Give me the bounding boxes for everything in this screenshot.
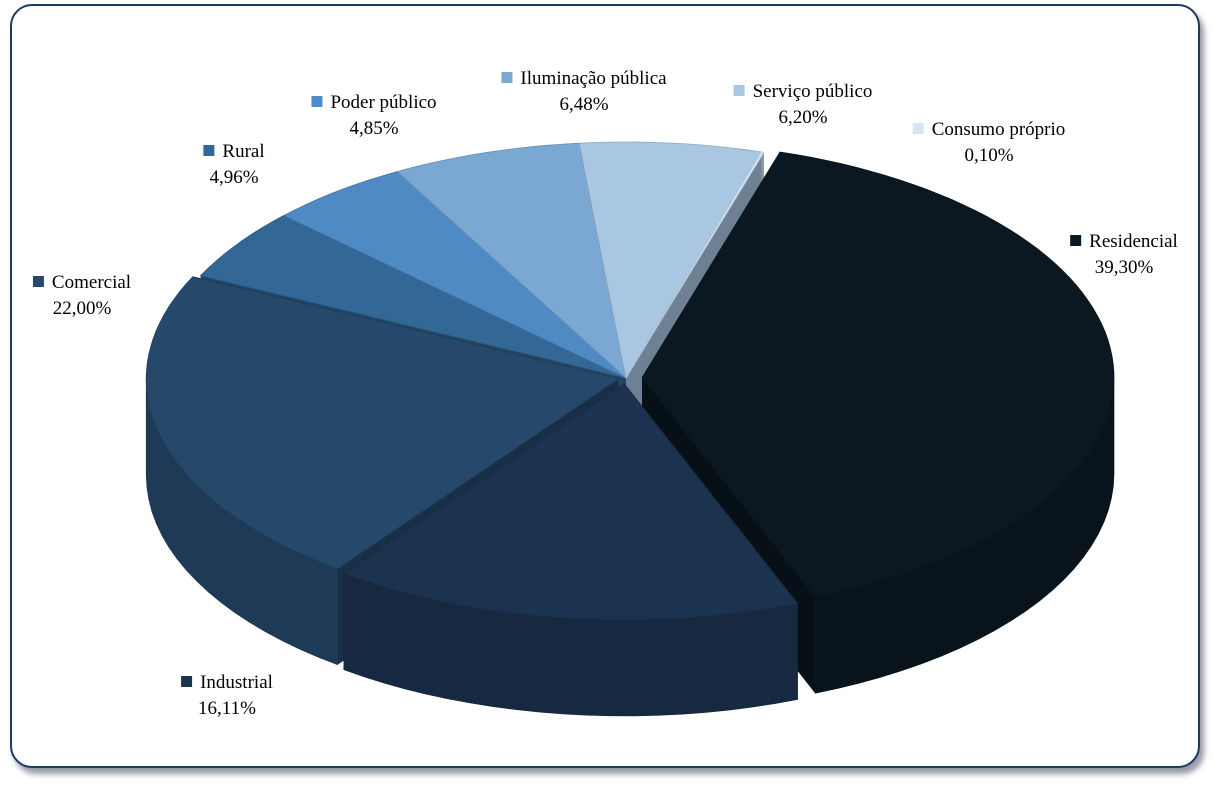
pie-slice-servico-publico: [578, 141, 762, 380]
slice-label-consumo-proprio: Consumo próprio 0,10%: [912, 117, 1065, 169]
legend-swatch-comercial: [32, 276, 44, 287]
slice-label-servico-publico: Serviço público 6,20%: [733, 79, 872, 131]
legend-swatch-servico-publico: [733, 85, 745, 96]
slice-label-poder-publico: Poder público 4,85%: [311, 90, 437, 142]
pie-slice-consumo-proprio: [625, 151, 765, 379]
slice-label-residencial: Residencial 39,30%: [1070, 229, 1178, 281]
pie-slice-residencial: [641, 151, 1115, 598]
legend-swatch-poder-publico: [311, 96, 323, 107]
pie-slice-industrial: [342, 383, 799, 621]
pie-top-faces: [145, 141, 1115, 621]
pie-slice-iluminacao-publica: [396, 142, 627, 380]
legend-swatch-rural: [203, 145, 215, 156]
legend-swatch-industrial: [181, 676, 193, 687]
legend-swatch-residencial: [1070, 235, 1082, 246]
legend-swatch-iluminacao-publica: [501, 72, 513, 83]
legend-swatch-consumo-proprio: [912, 123, 924, 134]
pie-slice-rural: [199, 215, 627, 379]
slice-label-comercial: Comercial 22,00%: [32, 270, 131, 322]
pie-slice-comercial: [145, 276, 620, 570]
slice-label-iluminacao-publica: Iluminação pública 6,48%: [501, 66, 667, 118]
pie-slice-poder-publico: [282, 171, 627, 379]
slice-label-industrial: Industrial 16,11%: [181, 670, 273, 722]
slice-label-rural: Rural 4,96%: [203, 139, 265, 191]
